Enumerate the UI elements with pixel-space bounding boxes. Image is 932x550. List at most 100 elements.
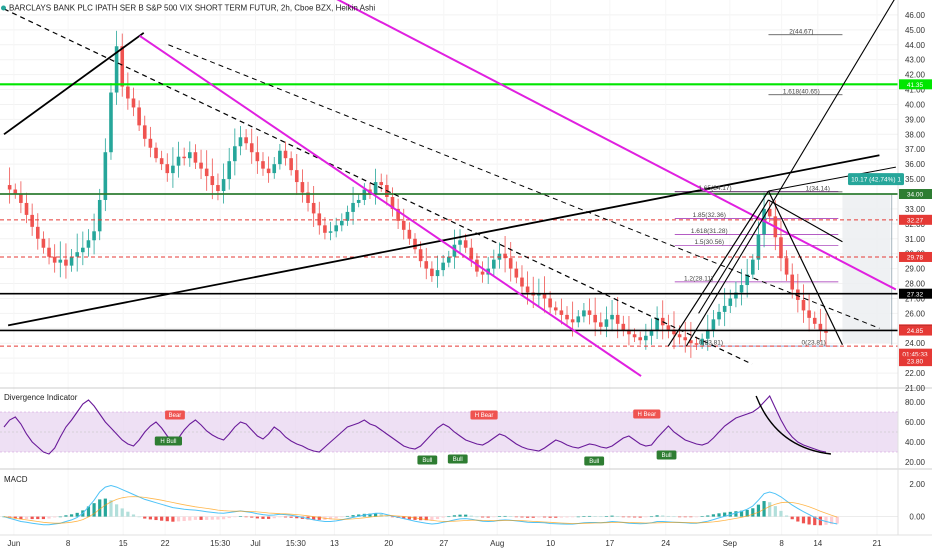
- macd-histogram-bar: [666, 515, 670, 517]
- price-badge-label: 32.27: [907, 217, 924, 224]
- candle-body: [7, 185, 12, 190]
- price-badge-label: 24.85: [907, 328, 924, 335]
- macd-histogram-bar: [706, 515, 710, 517]
- candle-body: [812, 317, 817, 324]
- candle-body: [717, 311, 721, 320]
- macd-histogram-bar: [19, 516, 23, 520]
- trend-lines: [0, 0, 898, 377]
- candle-body: [165, 164, 170, 174]
- divergence-badge: [470, 410, 498, 420]
- candle-body: [30, 214, 34, 227]
- divergence-badge: [584, 456, 605, 466]
- candle-body: [58, 259, 63, 263]
- macd-histogram-bar: [233, 516, 237, 518]
- candle-body: [154, 147, 158, 159]
- candle-body: [542, 293, 547, 299]
- candle-body: [289, 158, 293, 171]
- price-badge: [899, 325, 932, 336]
- macd-histogram-bar: [424, 516, 428, 521]
- time-tick-label: 27: [439, 539, 448, 548]
- macd-pane[interactable]: 2.00 0.00: [0, 480, 926, 526]
- divergence-badge: [417, 455, 438, 465]
- candle-body: [598, 322, 603, 327]
- macd-histogram-bar: [357, 514, 361, 517]
- macd-histogram-bar: [672, 516, 676, 518]
- candle-body: [818, 323, 823, 330]
- macd-histogram-bar: [599, 516, 603, 518]
- candle-body: [655, 317, 659, 330]
- candle-body: [69, 256, 74, 266]
- candle-body: [677, 334, 682, 338]
- macd-histogram-bar: [779, 510, 783, 517]
- divergence-badge-label: Bear: [169, 413, 182, 419]
- candle-body: [446, 256, 451, 263]
- time-tick-label: Jul: [250, 539, 260, 548]
- price-badge: [899, 214, 932, 225]
- macd-histogram-bar: [126, 511, 130, 517]
- candle-body: [728, 298, 733, 306]
- candle-body: [548, 298, 552, 308]
- macd-histogram-bar: [475, 516, 479, 518]
- macd-histogram-bar: [30, 516, 34, 520]
- divergence-tick-label: 20.00: [905, 458, 926, 467]
- candle-body: [351, 202, 355, 212]
- candle-body: [86, 240, 91, 248]
- candle-body: [711, 319, 716, 330]
- candle-body: [328, 231, 333, 233]
- macd-histogram-bar: [582, 516, 586, 517]
- candle-body: [756, 234, 761, 260]
- candle-body: [41, 238, 46, 248]
- candle-body: [176, 156, 181, 166]
- macd-histogram-bar: [176, 516, 181, 522]
- candle-body: [407, 229, 412, 239]
- candle-body: [52, 256, 57, 263]
- candle-body: [278, 150, 282, 165]
- fib-labels: 2(44.67) 1.618(40.65) 1(34.14) 1.65(34.17) 1…: [684, 28, 830, 346]
- candle-body: [272, 164, 277, 174]
- macd-histogram-bar: [13, 516, 17, 519]
- price-tick-label: 22.00: [905, 369, 926, 378]
- macd-histogram-bar: [739, 510, 744, 517]
- candle-body: [356, 199, 361, 203]
- price-tick-label: 40.00: [905, 100, 926, 109]
- fib-level-label: 1.2(28.11): [684, 275, 713, 282]
- macd-histogram-bar: [137, 516, 141, 518]
- live-status-icon: [1, 5, 6, 11]
- candle-body: [666, 325, 671, 330]
- divergence-pane[interactable]: 80.00 60.00 40.00 20.00 Bear H Bull H Bear Bull…: [0, 395, 926, 467]
- fib-extension-ray: [685, 0, 895, 347]
- candle-body: [621, 323, 626, 330]
- macd-histogram-bar: [115, 504, 119, 517]
- macd-histogram-bar: [255, 516, 259, 519]
- price-badge-label: 27.32: [907, 291, 924, 298]
- macd-histogram-bar: [373, 513, 378, 517]
- macd-histogram-bar: [548, 516, 552, 518]
- candle-body: [705, 329, 710, 339]
- macd-histogram-bar: [689, 516, 693, 518]
- price-badge-label: 41.35: [907, 82, 924, 89]
- macd-histogram-bar: [58, 516, 62, 518]
- macd-histogram-bar: [486, 516, 490, 518]
- chart-title: BARCLAYS BANK PLC IPATH SER B S&P 500 VI…: [9, 4, 375, 13]
- candle-body: [520, 277, 524, 287]
- channel-line-magenta: [139, 34, 642, 377]
- candle-body: [401, 220, 406, 230]
- macd-histogram-bar: [210, 516, 214, 520]
- macd-histogram-bar: [796, 516, 800, 522]
- candle-body: [745, 274, 749, 286]
- macd-histogram-bar: [92, 503, 96, 517]
- time-axis[interactable]: Jun 8 15 22 15:30 Jul 15:30 13 20 27 Aug 10 17 24 Sep 8…: [0, 534, 932, 548]
- candle-body: [689, 340, 693, 344]
- time-tick-label: 24: [661, 539, 670, 548]
- candle-body: [97, 199, 102, 232]
- time-tick-label: 10: [546, 539, 555, 548]
- candle-body: [638, 337, 643, 341]
- macd-histogram-bar: [435, 516, 440, 520]
- macd-histogram-bar: [644, 516, 648, 518]
- divergence-badge: [447, 454, 468, 464]
- fib-level-label: 1.618(40.65): [783, 88, 820, 95]
- time-tick-label: Sep: [723, 539, 738, 548]
- macd-histogram-bar: [649, 516, 654, 518]
- macd-histogram-bar: [385, 515, 389, 517]
- price-badge: [899, 189, 932, 199]
